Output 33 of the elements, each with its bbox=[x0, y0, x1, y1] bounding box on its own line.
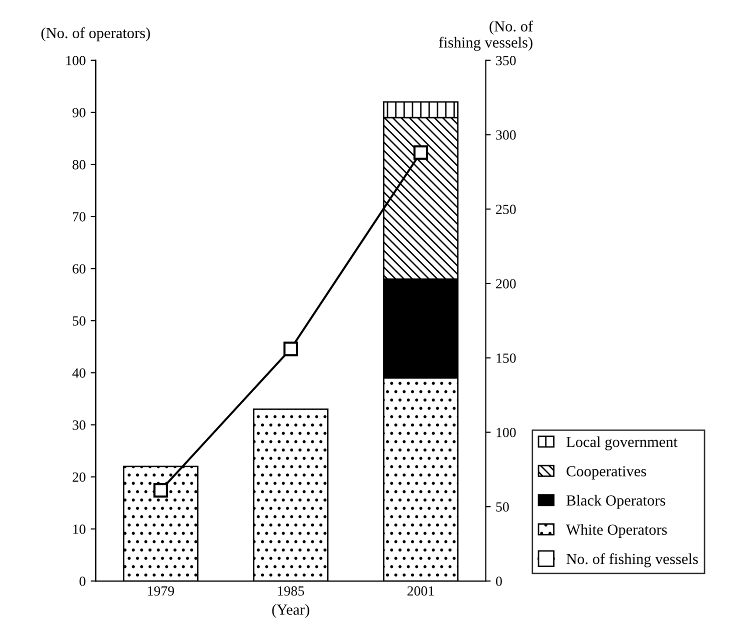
legend-label: Black Operators bbox=[566, 494, 666, 509]
y-tick-label: 10 bbox=[73, 524, 86, 534]
y-tick-label: 40 bbox=[72, 368, 86, 378]
y2-tick-label: 50 bbox=[496, 502, 509, 512]
y-tick-label: 20 bbox=[72, 472, 86, 482]
point bbox=[153, 482, 168, 498]
x-tick-label: 1979 bbox=[148, 586, 174, 596]
legend-label: Cooperatives bbox=[566, 466, 646, 480]
y2-tick-label: 0 bbox=[496, 576, 502, 586]
x-axis-title: (Year) bbox=[272, 604, 310, 618]
y-tick-label: 60 bbox=[72, 264, 86, 274]
x-tick-label: 2001 bbox=[407, 586, 434, 596]
y2-tick-label: 300 bbox=[496, 130, 516, 140]
point bbox=[283, 342, 298, 356]
y-tick-label: 80 bbox=[72, 160, 86, 170]
x-tick-label: 1985 bbox=[278, 586, 304, 596]
y2-tick-label: 150 bbox=[496, 353, 516, 363]
y2-axis-title: (No. of fishing vessels) bbox=[438, 20, 534, 51]
y-axis-title: (No. of operators) bbox=[41, 27, 150, 42]
y2-tick-label: 350 bbox=[496, 56, 516, 66]
y-tick-label: 50 bbox=[72, 316, 86, 326]
legend-label: Local government bbox=[566, 436, 678, 450]
y-tick-label: 90 bbox=[72, 108, 86, 118]
y2-tick-label: 250 bbox=[496, 204, 516, 214]
y2-tick-label: 100 bbox=[496, 428, 516, 438]
legend-label: No. of fishing vessels bbox=[566, 553, 698, 568]
y-tick-label: 0 bbox=[80, 576, 86, 586]
y-tick-label: 100 bbox=[66, 56, 86, 66]
y2-tick-label: 200 bbox=[496, 279, 516, 288]
y-tick-label: 30 bbox=[72, 420, 86, 430]
legend-label: White Operators bbox=[566, 524, 667, 538]
y-tick-label: 70 bbox=[72, 212, 86, 222]
point bbox=[413, 145, 428, 160]
